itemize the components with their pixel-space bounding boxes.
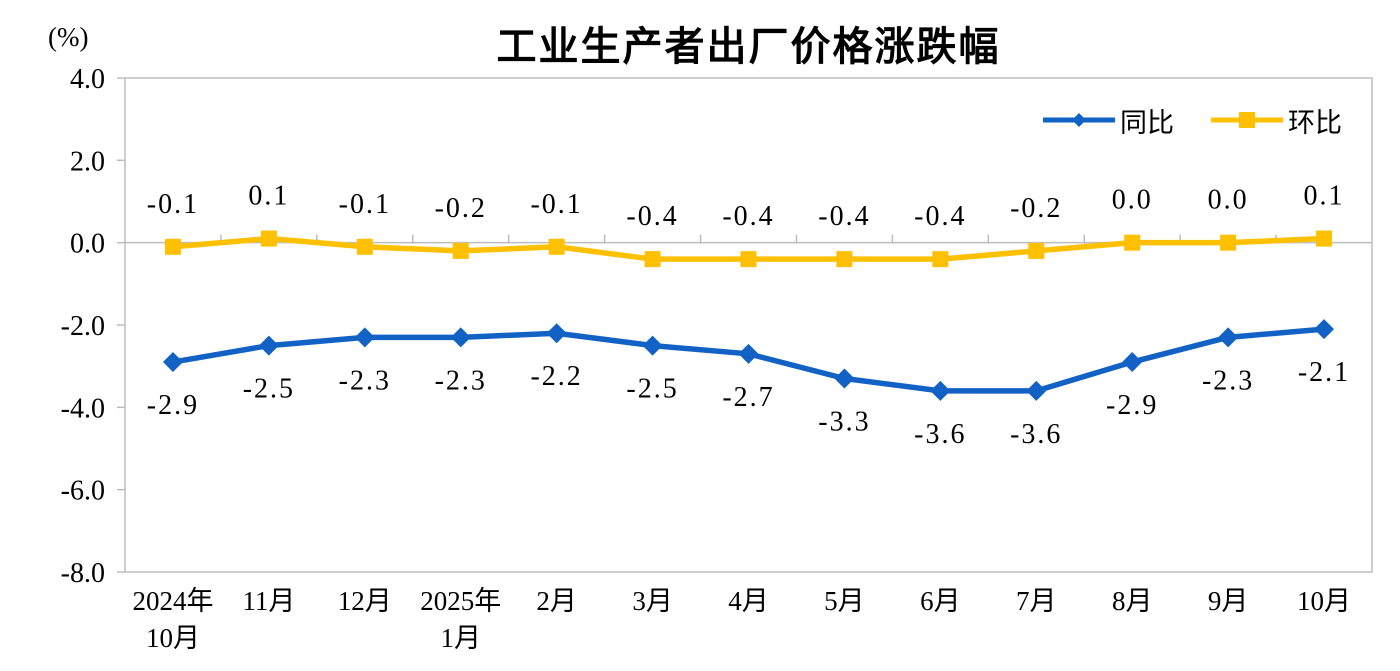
data-point-square bbox=[1220, 234, 1237, 251]
y-axis-unit-label: (%) bbox=[48, 22, 89, 52]
y-axis-tick-label: -2.0 bbox=[61, 311, 105, 342]
data-label: -0.4 bbox=[626, 201, 678, 232]
data-point-diamond bbox=[642, 335, 663, 356]
x-axis-tick-label: 3月 bbox=[632, 586, 673, 616]
y-axis-tick-label: -6.0 bbox=[61, 476, 105, 507]
data-point-diamond bbox=[1218, 327, 1239, 348]
data-point-square bbox=[740, 251, 757, 268]
y-axis-tick-label: 4.0 bbox=[70, 64, 105, 95]
y-axis: 4.0 2.0 0.0 -2.0 -4.0 -6.0 -8.0 bbox=[61, 64, 125, 589]
data-point-diamond bbox=[738, 343, 759, 364]
x-axis-tick-label: 12月 bbox=[338, 586, 392, 616]
data-point-square bbox=[644, 251, 661, 268]
data-point-square bbox=[356, 238, 373, 255]
data-point-diamond bbox=[546, 323, 567, 344]
data-label: -2.9 bbox=[147, 390, 199, 421]
data-label: 0.0 bbox=[1112, 185, 1153, 216]
data-label: -2.3 bbox=[435, 365, 487, 396]
data-point-square bbox=[548, 238, 565, 255]
legend-label-yoy: 同比 bbox=[1120, 107, 1174, 138]
data-label: -0.4 bbox=[914, 201, 966, 232]
data-label: -2.9 bbox=[1106, 390, 1158, 421]
x-axis-tick-label: 11月 bbox=[242, 586, 295, 616]
x-axis-tick-label: 2024年 bbox=[132, 586, 213, 616]
x-axis-tick-label: 6月 bbox=[920, 586, 961, 616]
data-label: -3.3 bbox=[818, 407, 870, 438]
legend-item-mom: 环比 bbox=[1210, 101, 1342, 140]
data-point-diamond bbox=[450, 327, 471, 348]
data-label: -0.2 bbox=[1010, 193, 1062, 224]
data-label: 0.1 bbox=[1304, 181, 1345, 212]
data-point-diamond bbox=[162, 352, 183, 373]
data-label: -3.6 bbox=[1010, 419, 1062, 450]
data-point-diamond bbox=[834, 368, 855, 389]
x-axis-tick-label: 1月 bbox=[440, 623, 481, 653]
x-axis-tick-label: 4月 bbox=[728, 586, 769, 616]
data-label: -2.5 bbox=[243, 374, 295, 405]
data-label: -3.6 bbox=[914, 419, 966, 450]
data-point-diamond bbox=[1026, 380, 1047, 401]
data-label: -0.4 bbox=[722, 201, 774, 232]
data-point-diamond bbox=[258, 335, 279, 356]
x-axis-tick-label: 2025年 bbox=[420, 586, 501, 616]
x-axis-tick-label: 8月 bbox=[1112, 586, 1153, 616]
data-label: -2.3 bbox=[339, 365, 391, 396]
data-label: -0.4 bbox=[818, 201, 870, 232]
x-axis-tick-label: 7月 bbox=[1016, 586, 1057, 616]
data-label: -0.1 bbox=[339, 189, 391, 220]
data-point-diamond bbox=[1314, 319, 1335, 340]
x-axis-tick-label: 10月 bbox=[1297, 586, 1351, 616]
data-point-square bbox=[1124, 234, 1141, 251]
data-label: 0.1 bbox=[248, 181, 289, 212]
plot-frame bbox=[124, 77, 1373, 573]
x-axis-tick-label: 5月 bbox=[824, 586, 865, 616]
y-axis-tick-label: -8.0 bbox=[61, 558, 105, 589]
series-mom: -0.1 0.1 -0.1 -0.2 -0.1 -0.4 -0.4 -0.4 -0.4 -0.2 0… bbox=[147, 181, 1345, 268]
data-label: 0.0 bbox=[1208, 185, 1249, 216]
y-axis-tick-label: 2.0 bbox=[70, 146, 105, 177]
legend-label-mom: 环比 bbox=[1288, 107, 1342, 138]
data-point-square bbox=[452, 242, 469, 259]
chart-legend: 同比 环比 bbox=[1042, 101, 1342, 139]
x-axis-tick-label: 2月 bbox=[536, 586, 577, 616]
series-yoy: -2.9 -2.5 -2.3 -2.3 -2.2 -2.5 -2.7 -3.3 -3.6 -3.6… bbox=[147, 319, 1350, 450]
yoy-line-diamond-icon bbox=[1043, 113, 1115, 127]
data-label: -0.1 bbox=[530, 189, 582, 220]
data-label: -2.5 bbox=[626, 374, 678, 405]
data-label: -2.3 bbox=[1202, 365, 1254, 396]
data-point-square bbox=[932, 251, 949, 268]
x-axis-tick-label: 10月 bbox=[146, 623, 200, 653]
x-axis-labels: 2024年 10月 11月 12月 2025年 1月 2月 3月 4月 5月 6月 7月 8月 9月 10月 bbox=[132, 586, 1351, 653]
data-point-diamond bbox=[354, 327, 375, 348]
data-label: -2.2 bbox=[530, 361, 582, 392]
y-axis-tick-label: 0.0 bbox=[70, 229, 105, 260]
data-point-square bbox=[1316, 230, 1333, 247]
chart-title: 工业生产者出厂价格涨跌幅 bbox=[496, 25, 1001, 69]
data-label: -2.7 bbox=[722, 382, 774, 413]
data-point-diamond bbox=[1122, 352, 1143, 373]
data-point-square bbox=[164, 238, 181, 255]
y-axis-tick-label: -4.0 bbox=[61, 393, 105, 424]
data-label: -2.1 bbox=[1298, 357, 1350, 388]
data-point-square bbox=[1028, 242, 1045, 259]
data-point-square bbox=[260, 230, 277, 247]
x-axis-tick-label: 9月 bbox=[1208, 586, 1249, 616]
legend-item-yoy: 同比 bbox=[1042, 101, 1174, 140]
mom-line-square-icon bbox=[1211, 112, 1283, 128]
data-label: -0.2 bbox=[435, 193, 487, 224]
data-label: -0.1 bbox=[147, 189, 199, 220]
data-point-diamond bbox=[930, 380, 951, 401]
data-point-square bbox=[836, 251, 853, 268]
